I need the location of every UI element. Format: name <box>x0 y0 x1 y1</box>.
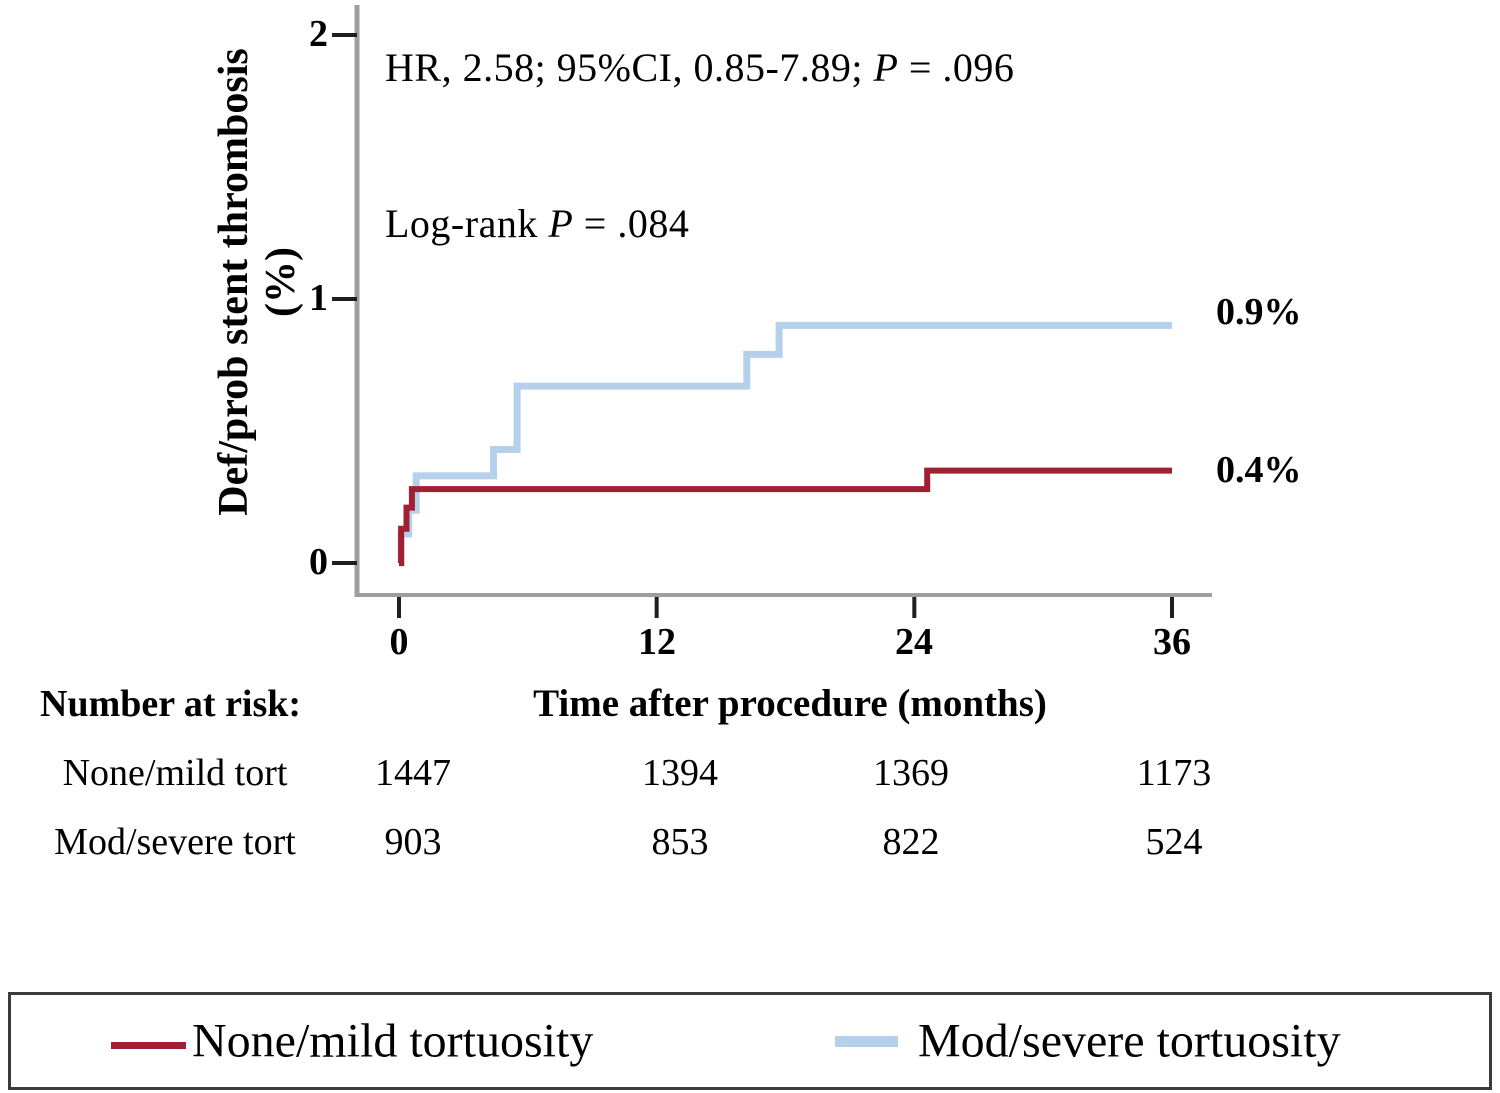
curve-mod-severe <box>397 321 1172 567</box>
x-tick-label-36: 36 <box>1153 621 1191 663</box>
legend-label-none-mild: None/mild tortuosity <box>192 1014 594 1068</box>
risk-row-label-mod-severe: Mod/severe tort <box>54 821 296 863</box>
annotation-hr-prefix: HR, 2.58; 95%CI, 0.85-7.89; <box>385 45 874 90</box>
y-tick-label-2: 2 <box>309 13 328 56</box>
end-label-mod-severe: 0.9% <box>1216 291 1302 333</box>
legend-swatch-none-mild <box>111 1042 186 1049</box>
curve-none-mild <box>398 467 1172 566</box>
risk-value: 822 <box>882 821 940 863</box>
risk-value: 524 <box>1145 821 1203 863</box>
x-tick-label-24: 24 <box>895 621 933 663</box>
annotation-logrank-suffix: = .084 <box>573 201 690 246</box>
risk-value: 1447 <box>375 752 451 794</box>
annotation-logrank-p-symbol: P <box>548 201 574 246</box>
risk-value: 1173 <box>1136 752 1212 794</box>
risk-table-title: Number at risk: <box>40 683 302 725</box>
x-tick-label-0: 0 <box>389 621 409 663</box>
risk-value: 903 <box>384 821 442 863</box>
annotation-hr-suffix: = .096 <box>898 45 1015 90</box>
risk-value: 1369 <box>873 752 949 794</box>
end-label-none-mild: 0.4% <box>1216 449 1302 491</box>
x-axis-title: Time after procedure (months) <box>533 682 1047 725</box>
legend-box <box>8 992 1492 1090</box>
risk-value: 1394 <box>642 752 718 794</box>
y-tick-label-1: 1 <box>309 277 328 320</box>
y-tick-label-0: 0 <box>309 541 328 584</box>
legend-swatch-mod-severe <box>835 1036 898 1047</box>
annotation-hazard-ratio: HR, 2.58; 95%CI, 0.85-7.89; P = .096 <box>385 44 1014 91</box>
annotation-logrank-prefix: Log-rank <box>385 201 549 246</box>
x-tick-label-12: 12 <box>638 621 676 663</box>
annotation-logrank: Log-rank P = .084 <box>385 200 689 247</box>
annotation-hr-p-symbol: P <box>873 45 899 90</box>
risk-row-label-none-mild: None/mild tort <box>62 752 288 794</box>
legend-label-mod-severe: Mod/severe tortuosity <box>918 1014 1341 1068</box>
risk-value: 853 <box>651 821 709 863</box>
